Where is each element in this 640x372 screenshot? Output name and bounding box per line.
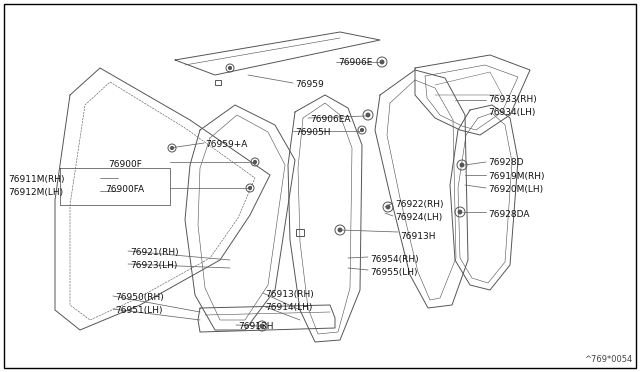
Text: 76954(RH): 76954(RH): [370, 255, 419, 264]
Text: 76906EA: 76906EA: [310, 115, 351, 124]
Circle shape: [248, 187, 252, 189]
Circle shape: [387, 205, 390, 209]
Circle shape: [460, 163, 464, 167]
Bar: [215, 80, 221, 84]
Circle shape: [366, 113, 370, 117]
Text: 76906E: 76906E: [338, 58, 372, 67]
Text: 76934(LH): 76934(LH): [488, 108, 536, 117]
Text: 76911M(RH): 76911M(RH): [8, 175, 65, 184]
Text: 76919M(RH): 76919M(RH): [488, 172, 545, 181]
Text: 76905H: 76905H: [295, 128, 330, 137]
Text: 76914(LH): 76914(LH): [265, 303, 312, 312]
Text: 76923(LH): 76923(LH): [130, 261, 177, 270]
Circle shape: [171, 147, 173, 150]
Circle shape: [260, 324, 264, 328]
Text: 76924(LH): 76924(LH): [395, 213, 442, 222]
Circle shape: [339, 228, 342, 232]
Text: 76913(RH): 76913(RH): [265, 290, 314, 299]
Text: 76928D: 76928D: [488, 158, 524, 167]
Text: 76922(RH): 76922(RH): [395, 200, 444, 209]
Text: 76913H: 76913H: [400, 232, 435, 241]
Bar: [296, 228, 304, 235]
Text: ^769*0054: ^769*0054: [584, 355, 632, 364]
Text: 76928DA: 76928DA: [488, 210, 529, 219]
Text: 76950(RH): 76950(RH): [115, 293, 164, 302]
Text: 76913H: 76913H: [238, 322, 273, 331]
Text: 76920M(LH): 76920M(LH): [488, 185, 543, 194]
Circle shape: [228, 67, 232, 70]
Text: 76900FA: 76900FA: [105, 185, 144, 194]
Text: 76912M(LH): 76912M(LH): [8, 188, 63, 197]
Text: 76959+A: 76959+A: [205, 140, 248, 149]
Text: 76959: 76959: [295, 80, 324, 89]
Circle shape: [380, 60, 384, 64]
Text: 76900F: 76900F: [108, 160, 142, 169]
Text: 76921(RH): 76921(RH): [130, 248, 179, 257]
Circle shape: [253, 161, 257, 163]
Text: 76933(RH): 76933(RH): [488, 95, 537, 104]
Text: 76951(LH): 76951(LH): [115, 306, 163, 315]
Text: 76955(LH): 76955(LH): [370, 268, 417, 277]
Circle shape: [360, 129, 364, 131]
Circle shape: [458, 210, 461, 214]
